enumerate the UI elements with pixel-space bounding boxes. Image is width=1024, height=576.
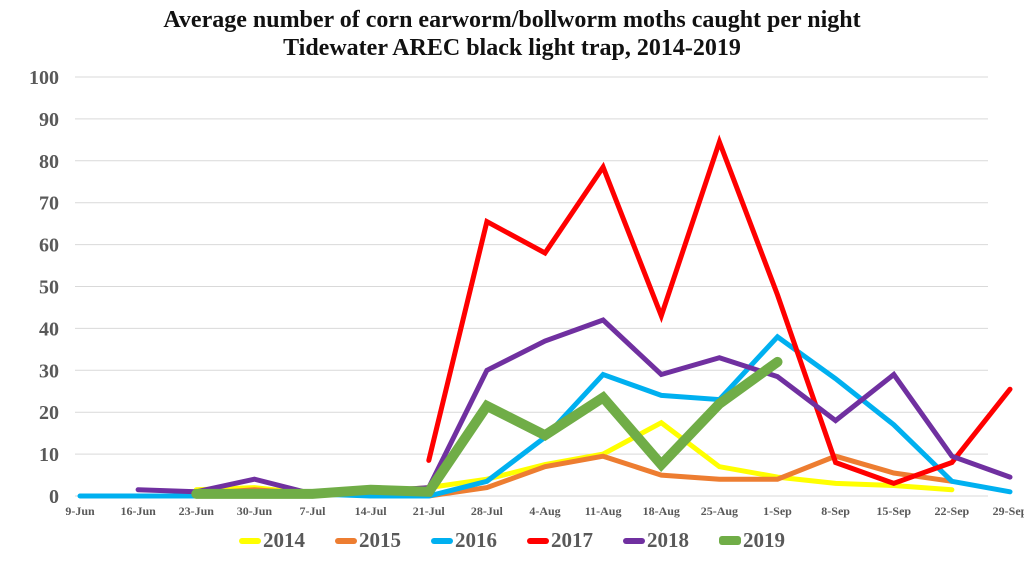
x-tick-label: 21-Jul bbox=[413, 504, 446, 518]
x-tick-label: 7-Jul bbox=[299, 504, 326, 518]
y-tick-label: 30 bbox=[39, 360, 59, 382]
y-tick-label: 20 bbox=[39, 402, 59, 424]
legend-swatch bbox=[719, 536, 741, 545]
y-tick-label: 40 bbox=[39, 318, 59, 340]
legend-item-2018: 2018 bbox=[623, 528, 689, 553]
legend-swatch bbox=[431, 537, 453, 544]
x-tick-label: 18-Aug bbox=[643, 504, 680, 518]
series-line-2018 bbox=[135, 317, 1013, 497]
y-tick-label: 50 bbox=[39, 277, 59, 299]
legend-item-2014: 2014 bbox=[239, 528, 305, 553]
legend-label: 2019 bbox=[743, 528, 785, 552]
y-axis-ticks: 0 10 20 30 40 50 60 70 80 90 100 bbox=[29, 67, 59, 508]
y-tick-label: 100 bbox=[29, 67, 59, 89]
legend-label: 2014 bbox=[263, 528, 305, 552]
legend-swatch bbox=[239, 537, 261, 544]
x-tick-label: 30-Jun bbox=[237, 504, 273, 518]
x-axis-ticks: 9-Jun 16-Jun 23-Jun 30-Jun 7-Jul 14-Jul 21-Jul… bbox=[65, 504, 1024, 518]
legend-label: 2017 bbox=[551, 528, 593, 552]
x-tick-label: 28-Jul bbox=[471, 504, 504, 518]
x-tick-label: 23-Jun bbox=[179, 504, 215, 518]
x-tick-label: 1-Sep bbox=[763, 504, 792, 518]
y-tick-label: 80 bbox=[39, 151, 59, 173]
chart-title-line2: Tidewater AREC black light trap, 2014-20… bbox=[283, 35, 741, 61]
chart-title-line1: Average number of corn earworm/bollworm … bbox=[163, 7, 861, 33]
x-tick-label: 15-Sep bbox=[876, 504, 911, 518]
y-tick-label: 90 bbox=[39, 109, 59, 131]
legend-item-2019: 2019 bbox=[719, 528, 785, 553]
legend-item-2017: 2017 bbox=[527, 528, 593, 553]
series-line-2019 bbox=[191, 356, 783, 499]
y-tick-label: 0 bbox=[49, 486, 59, 508]
x-tick-label: 9-Jun bbox=[65, 504, 95, 518]
legend-label: 2015 bbox=[359, 528, 401, 552]
y-tick-label: 70 bbox=[39, 193, 59, 215]
legend-item-2016: 2016 bbox=[431, 528, 497, 553]
x-tick-label: 29-Sep bbox=[993, 504, 1024, 518]
legend-swatch bbox=[623, 537, 645, 544]
y-tick-label: 10 bbox=[39, 444, 59, 466]
chart-title: Average number of corn earworm/bollworm … bbox=[0, 6, 1024, 62]
x-tick-label: 4-Aug bbox=[529, 504, 560, 518]
x-tick-label: 25-Aug bbox=[701, 504, 738, 518]
legend: 2014 2015 2016 2017 2018 2019 bbox=[0, 528, 1024, 553]
series-lines bbox=[77, 134, 1013, 499]
series-line-2016 bbox=[77, 333, 1013, 499]
legend-label: 2018 bbox=[647, 528, 689, 552]
legend-label: 2016 bbox=[455, 528, 497, 552]
x-tick-label: 16-Jun bbox=[120, 504, 156, 518]
x-tick-label: 22-Sep bbox=[935, 504, 970, 518]
legend-swatch bbox=[527, 537, 549, 544]
legend-swatch bbox=[335, 537, 357, 544]
x-tick-label: 11-Aug bbox=[585, 504, 622, 518]
y-tick-label: 60 bbox=[39, 235, 59, 257]
x-tick-label: 8-Sep bbox=[821, 504, 850, 518]
legend-item-2015: 2015 bbox=[335, 528, 401, 553]
x-tick-label: 14-Jul bbox=[355, 504, 388, 518]
series-line-2017 bbox=[426, 134, 1013, 487]
